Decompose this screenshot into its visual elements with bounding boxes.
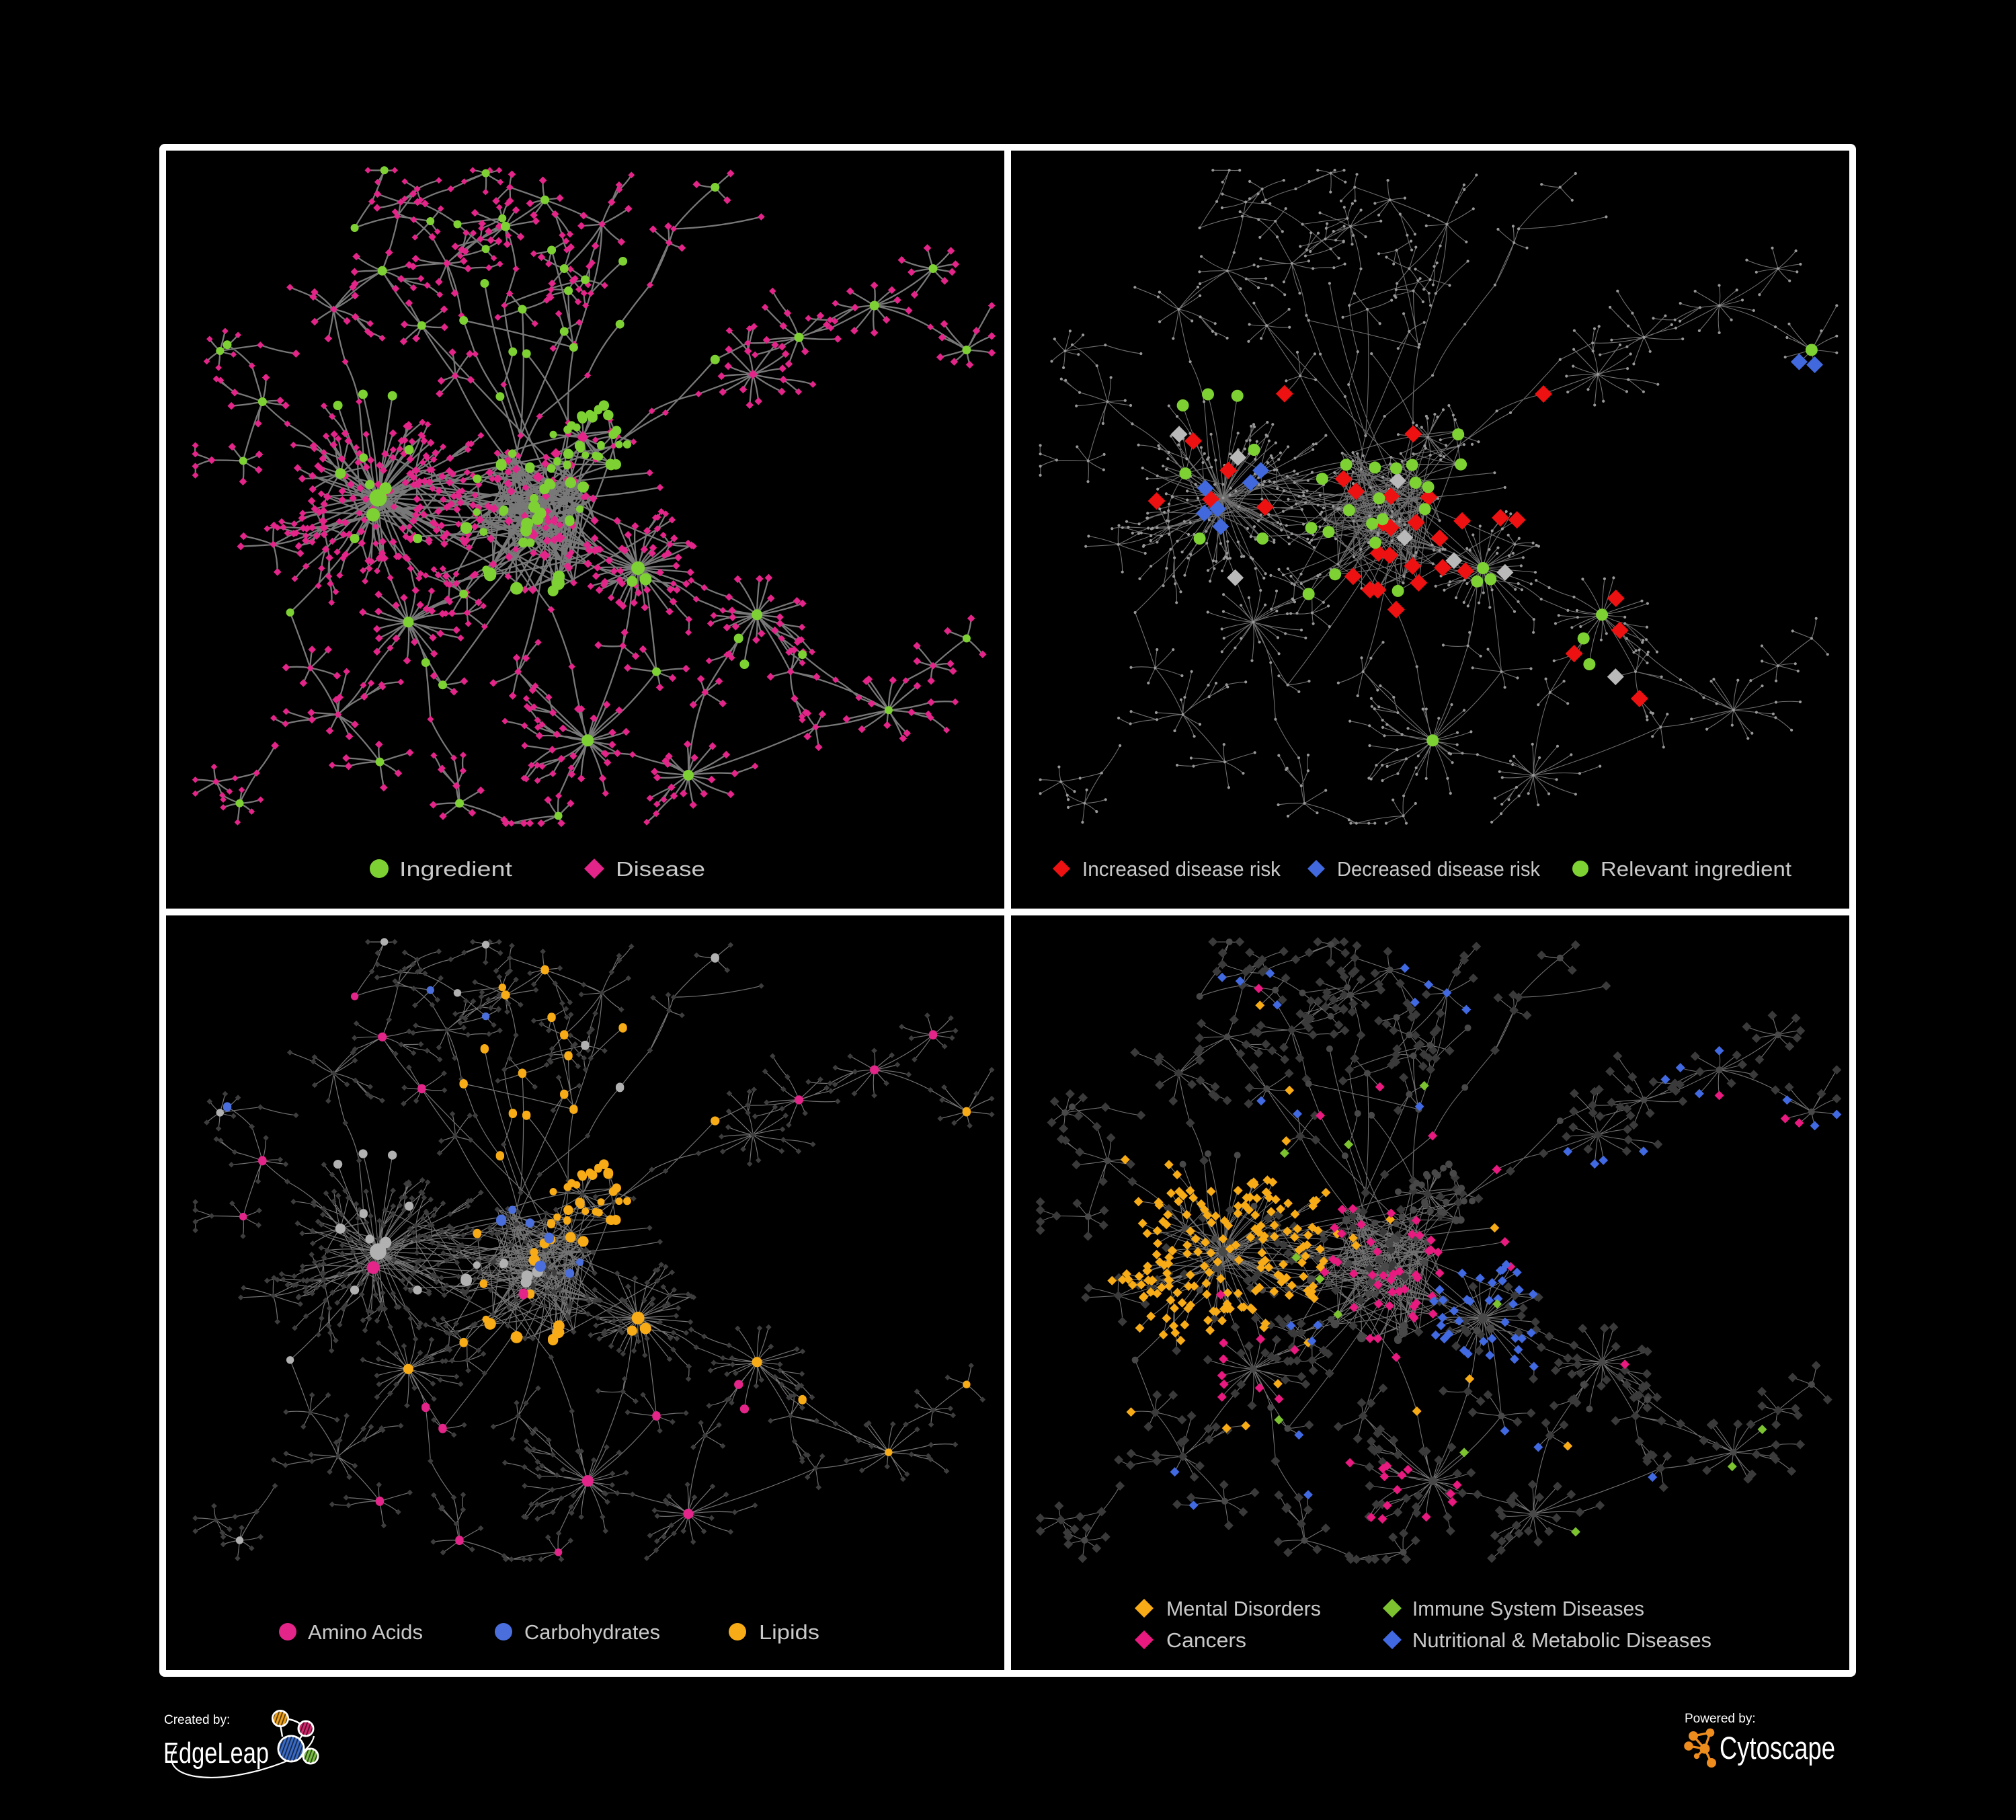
- svg-text:Powered by:: Powered by:: [1685, 1712, 1756, 1726]
- svg-text:Amino Acids: Amino Acids: [308, 1620, 423, 1644]
- svg-text:Ingredient: Ingredient: [399, 857, 512, 881]
- svg-text:Cytoscape: Cytoscape: [1720, 1730, 1835, 1766]
- svg-text:Lipids: Lipids: [759, 1620, 819, 1644]
- svg-text:Cancers: Cancers: [1166, 1628, 1246, 1652]
- svg-text:Disease: Disease: [616, 857, 705, 881]
- svg-text:Created by:: Created by:: [164, 1713, 230, 1727]
- svg-text:Immune System Diseases: Immune System Diseases: [1412, 1597, 1644, 1620]
- svg-text:Increased disease risk: Increased disease risk: [1082, 857, 1281, 881]
- svg-text:Relevant ingredient: Relevant ingredient: [1601, 857, 1791, 881]
- svg-text:Decreased disease risk: Decreased disease risk: [1337, 857, 1540, 881]
- svg-text:EdgeLeap: EdgeLeap: [163, 1737, 269, 1770]
- svg-text:Mental Disorders: Mental Disorders: [1166, 1597, 1321, 1620]
- svg-text:Nutritional & Metabolic Diseas: Nutritional & Metabolic Diseases: [1412, 1628, 1711, 1652]
- svg-text:Carbohydrates: Carbohydrates: [524, 1620, 660, 1644]
